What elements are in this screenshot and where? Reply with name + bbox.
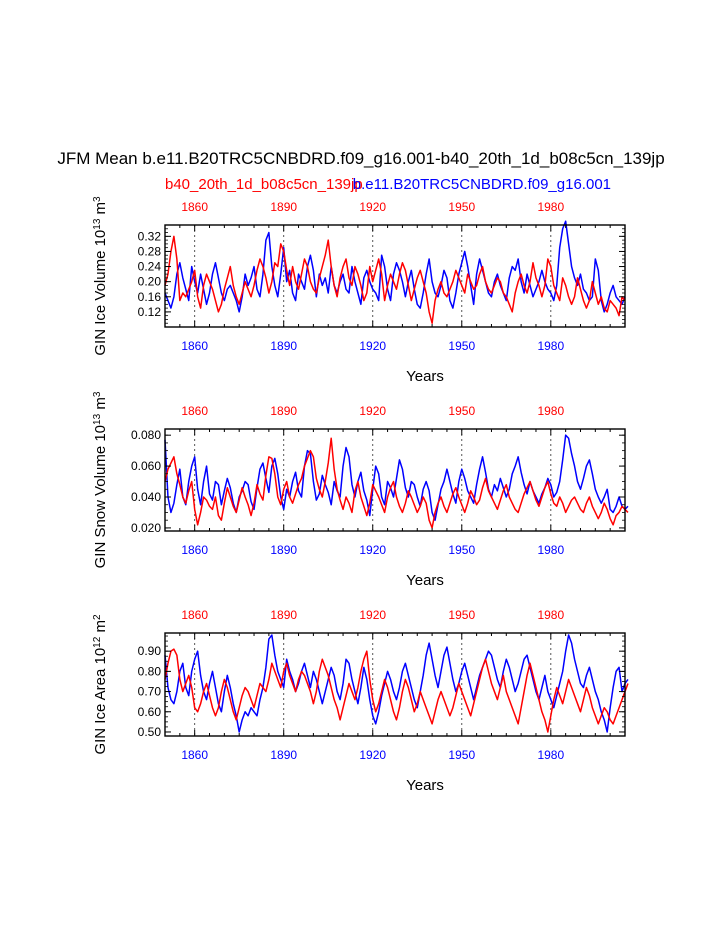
- chart-panel-2: 0.020 0.040 0.060 0.080 1860 1890 1920 1950 1980…: [92, 391, 629, 589]
- figure-title: JFM Mean b.e11.B20TRC5CNBDRD.f09_g16.001…: [57, 149, 664, 168]
- series-line: [164, 220, 626, 313]
- bottom-tick-label: 1920: [359, 543, 386, 557]
- bottom-tick-label: 1860: [181, 748, 208, 762]
- chart-panel-3: 0.50 0.60 0.70 0.80 0.90 1860 1890 1920 1950 1980…: [92, 608, 629, 794]
- y-axis-label: GIN Ice Volume 1013 m3: [92, 196, 110, 356]
- y-axis-label-superscript: 2: [92, 614, 103, 620]
- y-tick-label: 0.70: [138, 685, 162, 699]
- bottom-tick-label: 1860: [181, 543, 208, 557]
- bottom-tick-label: 1890: [270, 339, 297, 353]
- top-tick-label: 1980: [537, 200, 564, 214]
- bottom-tick-label: 1920: [359, 339, 386, 353]
- top-tick-label: 1860: [181, 608, 208, 622]
- top-tick-label: 1860: [181, 200, 208, 214]
- bottom-tick-label: 1950: [448, 748, 475, 762]
- y-tick-label: 0.020: [131, 521, 161, 535]
- y-axis-label-superscript: 13: [92, 413, 103, 425]
- y-axis-label-part: GIN Snow Volume 10: [92, 425, 109, 568]
- top-tick-label: 1920: [359, 608, 386, 622]
- top-tick-label: 1920: [359, 200, 386, 214]
- y-tick-label: 0.16: [138, 290, 162, 304]
- y-axis-label-superscript: 3: [92, 391, 103, 397]
- y-axis-label: GIN Ice Area 1012 m2: [92, 614, 110, 755]
- y-axis-label-part: m: [92, 397, 109, 414]
- legend-right-label: b.e11.B20TRC5CNBDRD.f09_g16.001: [353, 176, 611, 193]
- y-tick-label: 0.040: [131, 490, 161, 504]
- bottom-tick-label: 1980: [537, 339, 564, 353]
- bottom-tick-label: 1890: [270, 543, 297, 557]
- top-tick-label: 1860: [181, 404, 208, 418]
- top-tick-label: 1890: [270, 608, 297, 622]
- y-tick-label: 0.80: [138, 664, 162, 678]
- y-axis-label-superscript: 12: [92, 636, 103, 648]
- y-tick-label: 0.20: [138, 275, 162, 289]
- top-tick-label: 1980: [537, 404, 564, 418]
- chart-panel-1: 0.120.160.200.24 0.280.32 1860 1890 1920 1950…: [92, 196, 626, 385]
- y-tick-label: 0.12: [138, 305, 162, 319]
- series-line: [164, 648, 629, 733]
- y-axis-label-superscript: 13: [92, 218, 103, 230]
- y-tick-label: 0.50: [138, 725, 162, 739]
- bottom-tick-label: 1950: [448, 543, 475, 557]
- y-tick-label: 0.28: [138, 244, 162, 258]
- y-axis-label-part: GIN Ice Area 10: [92, 648, 109, 755]
- y-tick-label: 0.080: [131, 428, 161, 442]
- bottom-tick-label: 1890: [270, 748, 297, 762]
- plot-frame: [164, 428, 626, 532]
- top-tick-label: 1950: [448, 608, 475, 622]
- plot-frame: [164, 224, 626, 328]
- x-axis-label: Years: [406, 572, 444, 589]
- top-tick-label: 1890: [270, 200, 297, 214]
- y-axis-label-part: m: [92, 620, 109, 637]
- bottom-tick-label: 1860: [181, 339, 208, 353]
- legend-left-label: b40_20th_1d_b08c5cn_139jp: [165, 176, 363, 193]
- top-tick-label: 1980: [537, 608, 564, 622]
- series-line: [164, 634, 629, 733]
- bottom-tick-label: 1920: [359, 748, 386, 762]
- y-tick-label: 0.32: [138, 229, 162, 243]
- top-tick-label: 1950: [448, 200, 475, 214]
- y-axis-label-part: GIN Ice Volume 10: [92, 230, 109, 356]
- top-tick-label: 1920: [359, 404, 386, 418]
- top-tick-label: 1890: [270, 404, 297, 418]
- panels: 0.120.160.200.24 0.280.32 1860 1890 1920 1950…: [92, 196, 629, 794]
- y-tick-label: 0.90: [138, 644, 162, 658]
- series-line: [164, 235, 626, 324]
- series-line: [164, 437, 629, 529]
- series-legend: b40_20th_1d_b08c5cn_139jp b.e11.B20TRC5C…: [165, 176, 611, 193]
- plot-frame: [164, 632, 626, 737]
- y-tick-label: 0.60: [138, 705, 162, 719]
- bottom-tick-label: 1980: [537, 543, 564, 557]
- y-axis-label-part: m: [92, 202, 109, 219]
- y-axis-label-superscript: 3: [92, 196, 103, 202]
- top-tick-label: 1950: [448, 404, 475, 418]
- bottom-tick-label: 1980: [537, 748, 564, 762]
- y-tick-label: 0.060: [131, 459, 161, 473]
- y-axis-label: GIN Snow Volume 1013 m3: [92, 391, 110, 568]
- x-axis-label: Years: [406, 368, 444, 385]
- x-axis-label: Years: [406, 777, 444, 794]
- y-tick-label: 0.24: [138, 260, 162, 274]
- bottom-tick-label: 1950: [448, 339, 475, 353]
